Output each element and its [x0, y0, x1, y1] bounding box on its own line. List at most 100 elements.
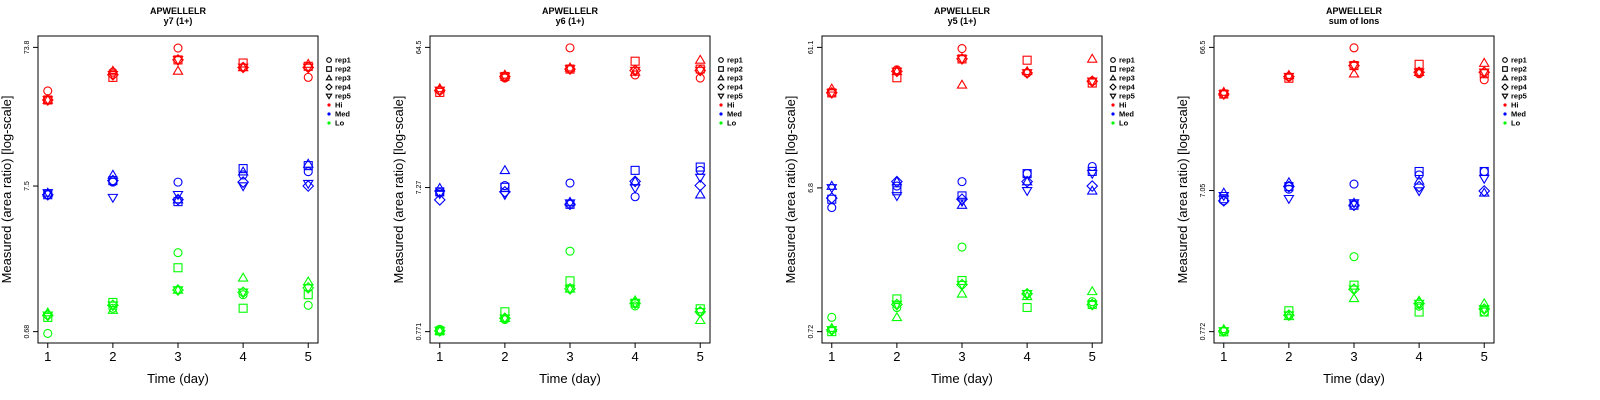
data-point-med-rep4 [1413, 180, 1426, 193]
data-point-lo-rep1 [303, 300, 313, 310]
legend-entry-rep5: rep5 [335, 92, 351, 101]
legend-entry-rep1: rep1 [727, 56, 743, 65]
data-point-hi-rep3 [302, 58, 314, 68]
legend-marker-rep1 [326, 57, 332, 63]
data-point-med-rep2 [630, 165, 640, 175]
data-point-med-rep5 [237, 182, 249, 192]
data-point-hi-rep2 [108, 72, 118, 82]
data-point-lo-rep5 [1413, 299, 1425, 310]
data-point-lo-rep2 [1479, 307, 1489, 317]
data-point-med-rep4 [825, 192, 838, 205]
x-tick-label: 1 [44, 349, 51, 364]
data-point-med-rep2 [892, 186, 902, 196]
data-point-med-rep3 [1283, 176, 1295, 187]
legend-marker-rep4 [1109, 83, 1117, 91]
data-point-lo-rep5 [237, 288, 249, 299]
chart-title: APWELLELR [150, 6, 206, 16]
data-point-med-rep1 [630, 192, 640, 202]
data-point-lo-rep5 [891, 300, 903, 311]
data-point-hi-rep5 [1348, 61, 1360, 72]
data-point-med-rep4 [629, 175, 642, 188]
data-point-hi-rep5 [237, 63, 249, 74]
data-point-hi-rep1 [1479, 75, 1489, 85]
legend-entry-lo: Lo [727, 119, 737, 128]
legend-entry-rep4: rep4 [335, 83, 352, 92]
legend-marker-rep4 [325, 83, 333, 91]
x-tick-label: 2 [1285, 349, 1292, 364]
legend-marker-lo [327, 121, 331, 125]
legend-marker-rep1 [718, 57, 724, 63]
data-point-med-rep5 [302, 179, 314, 190]
legend-entry-rep3: rep3 [335, 74, 351, 83]
data-point-med-rep4 [1282, 180, 1295, 193]
y-tick-label: 7.05 [1200, 184, 1207, 198]
data-point-med-rep5 [1478, 174, 1490, 185]
y-tick-label: 61.1 [808, 40, 815, 54]
legend-entry-lo: Lo [1119, 119, 1129, 128]
y-tick-label: 0.68 [24, 325, 31, 339]
data-point-hi-rep5 [302, 63, 314, 74]
x-axis-label: Time (day) [147, 371, 209, 386]
data-point-med-rep3 [302, 158, 314, 168]
data-point-lo-rep2 [1284, 306, 1294, 316]
y-tick-label: 7.5 [24, 181, 31, 191]
data-point-hi-rep3 [107, 65, 119, 75]
x-axis-label: Time (day) [539, 371, 601, 386]
data-point-lo-rep3 [694, 314, 706, 325]
data-point-lo-rep3 [1478, 297, 1490, 308]
legend-entry-rep2: rep2 [1119, 65, 1135, 74]
data-point-med-rep5 [42, 189, 54, 199]
data-point-med-rep5 [172, 190, 184, 201]
legend-marker-med [1503, 112, 1507, 116]
data-point-med-rep4 [498, 185, 511, 198]
data-point-lo-rep2 [238, 303, 248, 313]
data-point-med-rep3 [499, 164, 511, 175]
data-point-med-rep1 [1479, 166, 1489, 177]
data-point-lo-rep1 [565, 246, 575, 256]
data-point-lo-rep2 [892, 294, 902, 304]
legend-entry-rep3: rep3 [1119, 74, 1135, 83]
data-point-lo-rep1 [957, 242, 967, 252]
legend-marker-rep2 [1502, 66, 1508, 72]
data-point-med-rep1 [173, 177, 183, 187]
data-point-hi-rep3 [237, 61, 249, 72]
data-point-lo-rep5 [956, 280, 968, 291]
plot-frame [37, 35, 319, 344]
data-point-med-rep2 [695, 162, 705, 172]
data-point-lo-rep3 [434, 325, 446, 335]
data-point-med-rep5 [694, 173, 706, 184]
legend-entry-rep1: rep1 [1119, 56, 1135, 65]
data-point-hi-rep3 [891, 65, 903, 76]
x-tick-label: 3 [174, 349, 181, 364]
y-tick-label: 0.772 [1200, 323, 1207, 341]
data-point-med-rep5 [1086, 169, 1098, 180]
legend-marker-rep5 [1109, 93, 1117, 100]
data-point-med-rep4 [433, 193, 446, 206]
data-point-lo-rep5 [1478, 305, 1490, 315]
legend-marker-hi [1111, 103, 1115, 107]
data-point-lo-rep5 [1021, 290, 1033, 300]
x-tick-label: 3 [958, 349, 965, 364]
data-point-hi-rep5 [499, 72, 511, 83]
data-point-med-rep5 [499, 190, 511, 201]
data-point-med-rep3 [694, 189, 706, 199]
data-point-med-rep3 [434, 182, 446, 192]
data-point-hi-rep5 [1021, 69, 1033, 79]
x-tick-label: 1 [436, 349, 443, 364]
chart-subtitle: y5 (1+) [948, 16, 977, 26]
data-point-med-rep5 [956, 197, 968, 208]
legend-marker-med [327, 112, 331, 116]
data-point-med-rep5 [434, 189, 446, 200]
x-tick-label: 5 [1089, 349, 1096, 364]
data-point-lo-rep3 [891, 311, 903, 322]
data-point-lo-rep5 [172, 286, 184, 296]
data-point-lo-rep2 [1022, 302, 1032, 313]
data-point-med-rep4 [237, 176, 250, 189]
data-point-med-rep4 [1348, 199, 1360, 212]
legend-entry-lo: Lo [335, 119, 345, 128]
